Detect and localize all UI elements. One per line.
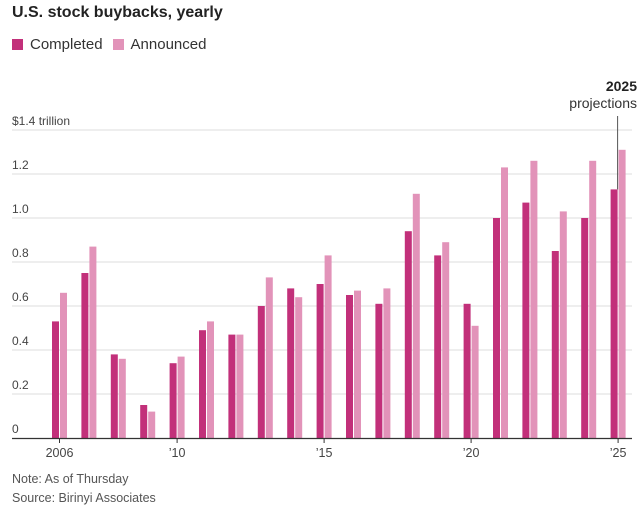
x-tick-label: ’10	[169, 446, 186, 460]
y-tick-label: 1.0	[12, 202, 29, 216]
bar-completed	[522, 202, 530, 438]
legend: Completed Announced	[12, 36, 216, 53]
bar-announced	[207, 321, 214, 438]
bar-announced	[618, 149, 626, 439]
y-tick-label: $1.4 trillion	[12, 114, 70, 128]
bar-completed	[257, 306, 265, 438]
legend-item-completed: Completed	[12, 36, 103, 53]
legend-label-announced: Announced	[130, 36, 207, 53]
bar-completed	[551, 251, 559, 438]
y-tick-label: 0	[12, 422, 19, 436]
x-tick-label: 2006	[46, 446, 74, 460]
bar-announced	[559, 211, 567, 438]
bar-completed	[140, 405, 148, 438]
bar-completed	[316, 284, 324, 438]
bar-announced	[118, 358, 126, 438]
bar-completed	[375, 303, 383, 438]
bar-completed	[610, 189, 618, 438]
bar-completed	[110, 354, 118, 438]
bar-completed	[228, 334, 236, 438]
bar-completed	[346, 295, 353, 438]
source-text: Source: Birinyi Associates	[12, 491, 156, 505]
y-tick-label: 0.8	[12, 246, 29, 260]
x-tick-label: ’15	[316, 446, 333, 460]
bar-announced	[324, 255, 332, 438]
chart-title: U.S. stock buybacks, yearly	[12, 4, 223, 21]
bar-completed	[463, 303, 471, 438]
bar-announced	[265, 277, 273, 438]
bar-announced	[383, 288, 391, 438]
bar-announced	[501, 167, 508, 438]
x-tick-label: ’25	[610, 446, 627, 460]
bar-completed	[169, 363, 177, 438]
bar-announced	[530, 160, 538, 439]
bar-announced	[412, 193, 420, 438]
note-text: Note: As of Thursday	[12, 472, 129, 486]
annotation-year: 2025	[606, 78, 637, 94]
bar-announced	[89, 246, 97, 438]
bar-announced	[236, 334, 244, 438]
bar-announced	[295, 297, 303, 438]
bar-announced	[354, 290, 361, 438]
legend-item-announced: Announced	[112, 36, 207, 53]
bar-completed	[287, 288, 295, 438]
bar-announced	[60, 292, 67, 438]
x-tick-label: ’20	[463, 446, 480, 460]
y-tick-label: 0.2	[12, 378, 29, 392]
y-tick-label: 0.4	[12, 334, 29, 348]
bar-announced	[148, 411, 156, 438]
legend-swatch-completed	[12, 39, 23, 50]
bar-announced	[442, 242, 450, 438]
y-tick-label: 0.6	[12, 290, 29, 304]
bar-completed	[199, 330, 206, 438]
bar-completed	[493, 218, 500, 438]
bar-announced	[177, 356, 185, 438]
bar-completed	[404, 231, 412, 438]
bar-completed	[81, 273, 89, 438]
bar-completed	[434, 255, 442, 438]
bar-completed	[581, 218, 589, 438]
y-tick-label: 1.2	[12, 158, 29, 172]
bar-announced	[589, 160, 597, 439]
bar-completed	[52, 321, 59, 438]
legend-label-completed: Completed	[30, 36, 103, 53]
bar-announced	[471, 325, 479, 438]
annotation-label: projections	[569, 95, 637, 111]
legend-swatch-announced	[112, 39, 124, 50]
